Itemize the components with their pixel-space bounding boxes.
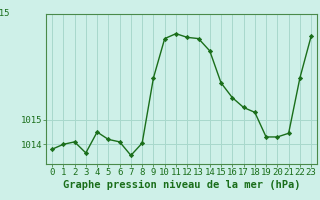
- Text: 1015: 1015: [0, 9, 10, 19]
- X-axis label: Graphe pression niveau de la mer (hPa): Graphe pression niveau de la mer (hPa): [63, 180, 300, 190]
